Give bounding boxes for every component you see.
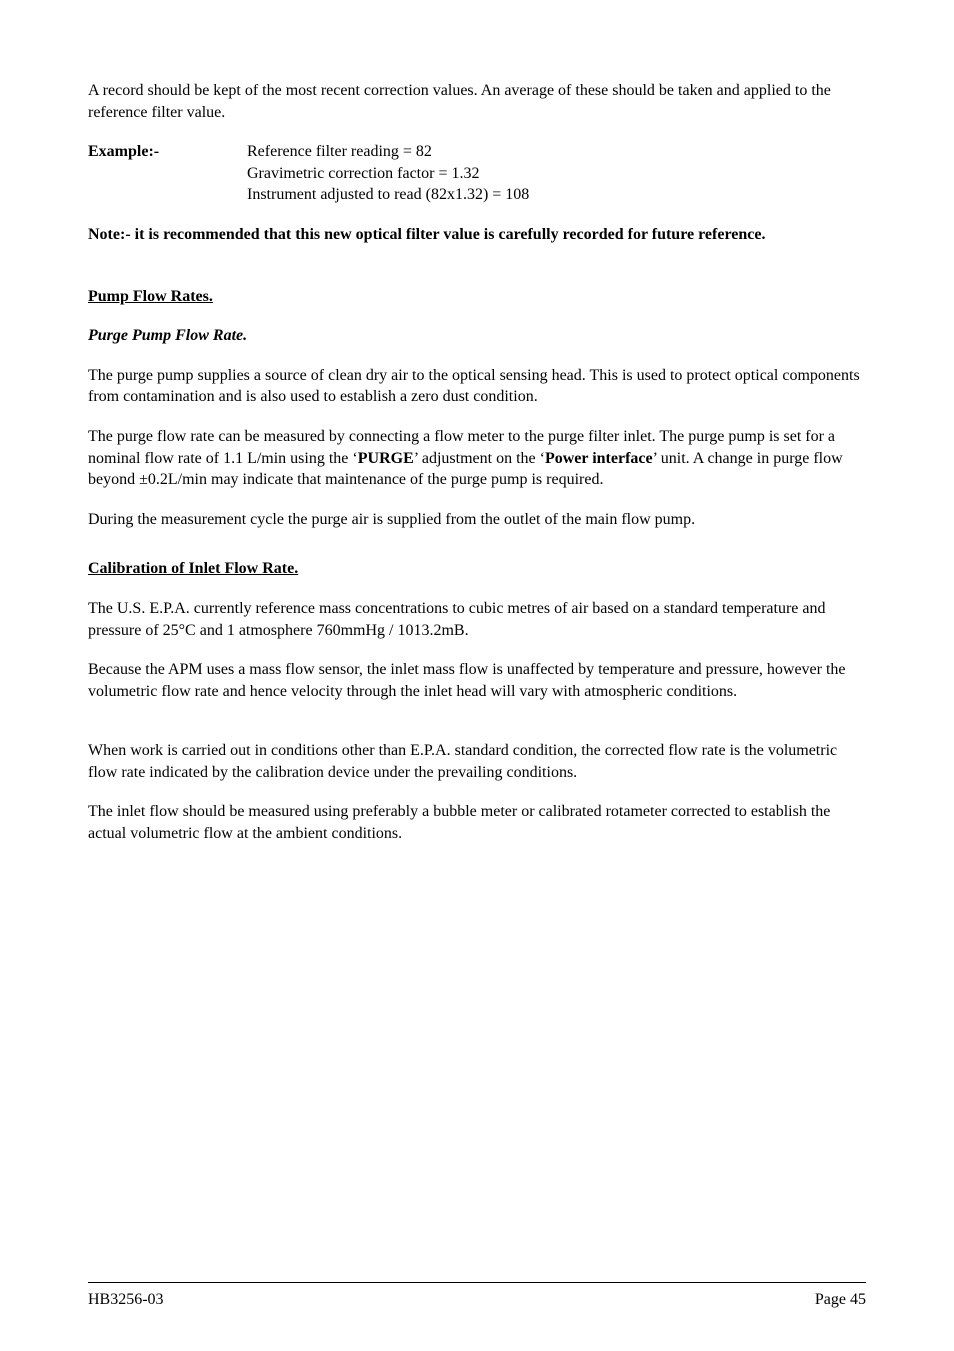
pump-flow-rates-heading: Pump Flow Rates. <box>88 286 866 308</box>
example-label: Example:- <box>88 141 243 163</box>
page-footer: HB3256-03 Page 45 <box>88 1282 866 1311</box>
page-container: A record should be kept of the most rece… <box>0 0 954 1351</box>
purge-para-2: The purge flow rate can be measured by c… <box>88 426 866 491</box>
footer-rule <box>88 1282 866 1283</box>
example-line-1: Reference filter reading = 82 <box>247 143 432 160</box>
purge-para-2-mid: ’ adjustment on the ‘ <box>414 450 545 467</box>
spacer <box>88 548 866 558</box>
footer-doc-id: HB3256-03 <box>88 1289 164 1311</box>
calibration-para-2: Because the APM uses a mass flow sensor,… <box>88 659 866 702</box>
intro-paragraph: A record should be kept of the most rece… <box>88 80 866 123</box>
page-content: A record should be kept of the most rece… <box>88 80 866 1230</box>
spacer <box>88 276 866 286</box>
example-block: Example:- Reference filter reading = 82 … <box>88 141 866 206</box>
spacer <box>88 720 866 740</box>
note-paragraph: Note:- it is recommended that this new o… <box>88 224 866 246</box>
footer-row: HB3256-03 Page 45 <box>88 1289 866 1311</box>
purge-pump-subheading: Purge Pump Flow Rate. <box>88 325 866 347</box>
purge-para-1: The purge pump supplies a source of clea… <box>88 365 866 408</box>
calibration-heading: Calibration of Inlet Flow Rate. <box>88 558 866 580</box>
calibration-para-1: The U.S. E.P.A. currently reference mass… <box>88 598 866 641</box>
purge-para-3: During the measurement cycle the purge a… <box>88 509 866 531</box>
example-line-3: Instrument adjusted to read (82x1.32) = … <box>247 186 529 203</box>
calibration-para-3: When work is carried out in conditions o… <box>88 740 866 783</box>
purge-bold-1: PURGE <box>358 450 414 467</box>
footer-page-number: Page 45 <box>815 1289 866 1311</box>
purge-bold-2: Power interface <box>545 450 653 467</box>
example-lines: Reference filter reading = 82 Gravimetri… <box>247 141 529 206</box>
calibration-para-4: The inlet flow should be measured using … <box>88 801 866 844</box>
example-line-2: Gravimetric correction factor = 1.32 <box>247 165 479 182</box>
